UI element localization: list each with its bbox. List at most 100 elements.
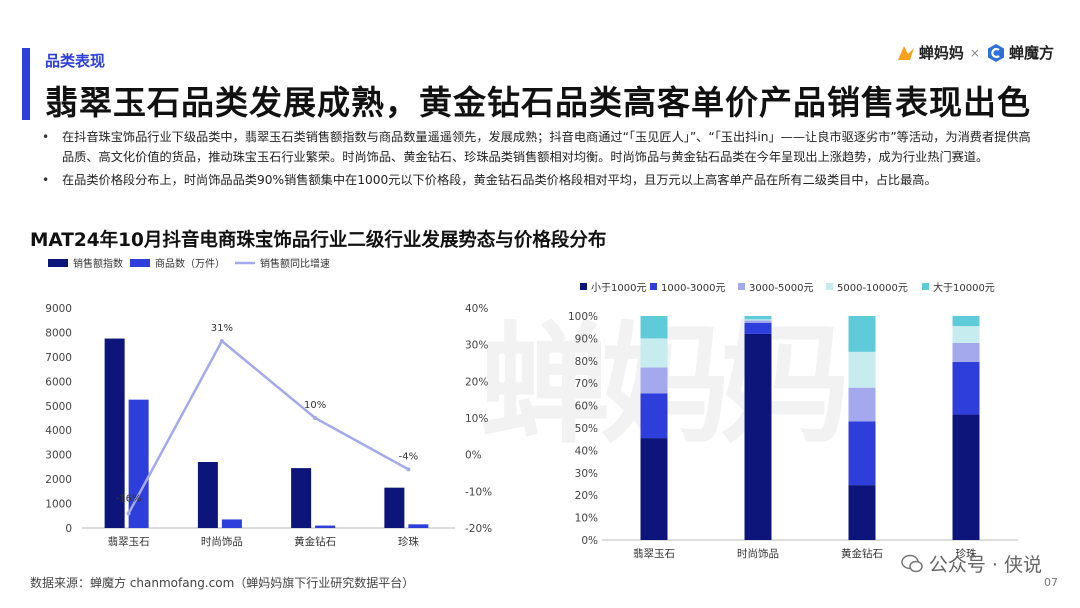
- bar: [384, 487, 405, 528]
- y-right-tick-label: -10%: [465, 486, 492, 498]
- chart-title: MAT24年10月抖音电商珠宝饰品行业二级行业发展势态与价格段分布: [30, 230, 607, 251]
- stacked-bar-segment: [744, 319, 772, 321]
- bar: [104, 338, 125, 528]
- bullet-list: 在抖音珠宝饰品行业下级品类中，翡翠玉石类销售额指数与商品数量遥遥领先，发展成熟；…: [42, 128, 1042, 195]
- y-tick-label: 90%: [575, 333, 598, 345]
- stacked-bar-segment: [640, 316, 668, 339]
- legend: 销售额指数 商品数（万件） 销售额同比增速: [48, 257, 330, 270]
- line-point: [126, 511, 131, 516]
- legend-swatch: [922, 283, 929, 290]
- y-left-tick-label: 8000: [45, 327, 72, 339]
- legend-swatch: [580, 283, 587, 290]
- data-label: -4%: [399, 451, 418, 462]
- y-left-tick-label: 2000: [45, 474, 72, 486]
- development-trend-chart: 销售额指数 商品数（万件） 销售额同比增速 0 1000 2000 3000 4000 5000…: [45, 257, 492, 548]
- stacked-bar-segment: [952, 326, 980, 343]
- x-tick-label: 时尚饰品: [201, 535, 243, 548]
- page-title: 翡翠玉石品类发展成熟，黄金钻石品类高客单价产品销售表现出色: [45, 83, 1031, 122]
- stacked-bar-segment: [952, 361, 980, 415]
- y-tick-label: 20%: [575, 490, 598, 502]
- legend-swatch: [826, 283, 833, 290]
- logo-separator: ×: [969, 45, 980, 60]
- line-point: [219, 339, 224, 343]
- x-tick-label: 时尚饰品: [737, 547, 779, 560]
- watermark-text: 公众号 · 侠说: [928, 554, 1042, 576]
- data-label: -16%: [116, 493, 142, 504]
- stacked-bar-segment: [640, 393, 668, 439]
- legend: 小于1000元 1000-3000元 3000-5000元 5000-10000元 大于…: [580, 281, 995, 294]
- stacked-bar-segment: [952, 316, 980, 327]
- line-point: [406, 467, 411, 472]
- y-left-tick-label: 4000: [45, 425, 72, 437]
- stacked-bar-segment: [848, 351, 876, 388]
- y-tick-label: 70%: [575, 378, 598, 390]
- page-number: 07: [1044, 576, 1058, 589]
- y-right-tick-label: 10%: [465, 413, 488, 425]
- line-point: [313, 416, 318, 420]
- y-left-tick-label: 9000: [45, 303, 72, 315]
- bar: [291, 468, 312, 528]
- legend-swatch: [130, 259, 150, 267]
- stacked-bar-segment: [744, 316, 772, 320]
- stacked-bar-segment: [848, 421, 876, 486]
- y-left-tick-label: 6000: [45, 376, 72, 388]
- legend-label: 大于10000元: [933, 281, 995, 294]
- y-tick-label: 10%: [575, 513, 598, 525]
- y-right-tick-label: 0%: [465, 450, 482, 462]
- stacked-bar-segment: [744, 333, 772, 540]
- chanmofang-logo-icon: [987, 43, 1004, 62]
- y-tick-label: 30%: [575, 468, 598, 480]
- legend-swatch: [738, 283, 745, 290]
- wechat-icon: [901, 554, 923, 572]
- y-tick-label: 80%: [575, 356, 598, 368]
- legend-label: 1000-3000元: [661, 283, 726, 294]
- y-left-tick-label: 3000: [45, 450, 72, 462]
- data-source: 数据来源：蝉魔方 chanmofang.com（蝉妈妈旗下行业研究数据平台）: [30, 576, 415, 590]
- growth-line: [127, 339, 409, 514]
- y-left-tick-label: 5000: [45, 401, 72, 413]
- logos: 蝉妈妈 × 蝉魔方: [896, 42, 1054, 63]
- y-right-tick-label: -20%: [465, 523, 492, 535]
- y-left-tick-label: 7000: [45, 352, 72, 364]
- stacked-bar-segment: [952, 342, 980, 362]
- section-label: 品类表现: [45, 52, 106, 70]
- legend-label: 小于1000元: [591, 282, 646, 294]
- legend-label: 销售额同比增速: [260, 257, 330, 270]
- legend-label: 5000-10000元: [837, 283, 908, 294]
- y-tick-label: 0%: [581, 535, 598, 547]
- stacked-bar-segment: [744, 320, 772, 323]
- stacked-bar-segment: [848, 387, 876, 422]
- y-right-tick-label: 40%: [465, 303, 488, 315]
- y-tick-label: 40%: [575, 445, 598, 457]
- y-right-tick-label: 30%: [465, 340, 488, 352]
- stacked-bar-segment: [640, 338, 668, 368]
- chanmama-logo-text: 蝉妈妈: [918, 44, 964, 62]
- x-tick-label: 珍珠: [956, 547, 977, 560]
- stacked-bar-segment: [640, 367, 668, 394]
- y-tick-label: 100%: [568, 311, 598, 323]
- bar: [128, 399, 149, 528]
- wechat-watermark: 公众号 · 侠说: [901, 550, 1042, 577]
- x-tick-label: 翡翠玉石: [633, 547, 675, 560]
- x-tick-label: 翡翠玉石: [108, 535, 150, 548]
- stacked-bar-segment: [744, 322, 772, 334]
- bar: [408, 524, 429, 528]
- data-label: 31%: [211, 323, 233, 334]
- legend-label: 3000-5000元: [749, 283, 814, 294]
- y-tick-label: 50%: [575, 423, 598, 435]
- y-left-tick-label: 1000: [45, 499, 72, 511]
- legend-swatch: [650, 283, 657, 290]
- chanmama-logo-icon: [897, 45, 914, 60]
- x-tick-label: 珍珠: [398, 535, 419, 548]
- chanmama-logo: 蝉妈妈: [896, 42, 964, 63]
- x-tick-label: 黄金钻石: [841, 547, 883, 560]
- y-left-tick-label: 0: [65, 523, 72, 535]
- x-tick-label: 黄金钻石: [294, 535, 336, 548]
- bullet-item: 在品类价格段分布上，时尚饰品品类90%销售额集中在1000元以下价格段，黄金钻石…: [42, 171, 1042, 191]
- y-tick-label: 60%: [575, 401, 598, 413]
- chanmofang-logo-text: 蝉魔方: [1008, 44, 1054, 62]
- bar: [315, 525, 336, 528]
- data-label: 10%: [304, 400, 326, 411]
- stacked-bar-segment: [952, 414, 980, 540]
- stacked-bar-segment: [640, 438, 668, 540]
